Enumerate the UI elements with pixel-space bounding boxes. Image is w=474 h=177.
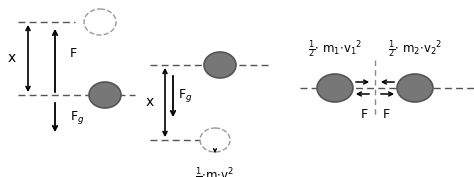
Text: x: x bbox=[8, 52, 16, 65]
Text: F: F bbox=[360, 108, 367, 121]
Text: $\frac{1}{2}$$\cdot$ m$_2$$\cdot$v$_2$$^2$: $\frac{1}{2}$$\cdot$ m$_2$$\cdot$v$_2$$^… bbox=[388, 38, 442, 60]
Text: F: F bbox=[70, 47, 77, 60]
Text: $\frac{1}{2}$$\cdot$m$\cdot$v$^{2}$: $\frac{1}{2}$$\cdot$m$\cdot$v$^{2}$ bbox=[195, 165, 235, 177]
Text: $\frac{1}{2}$$\cdot$ m$_1$$\cdot$v$_1$$^2$: $\frac{1}{2}$$\cdot$ m$_1$$\cdot$v$_1$$^… bbox=[308, 38, 362, 60]
Ellipse shape bbox=[397, 74, 433, 102]
Ellipse shape bbox=[89, 82, 121, 108]
Ellipse shape bbox=[204, 52, 236, 78]
Text: F$_g$: F$_g$ bbox=[70, 109, 84, 125]
Text: F: F bbox=[383, 108, 390, 121]
Ellipse shape bbox=[317, 74, 353, 102]
Text: F$_g$: F$_g$ bbox=[178, 87, 192, 104]
Text: x: x bbox=[146, 96, 154, 110]
